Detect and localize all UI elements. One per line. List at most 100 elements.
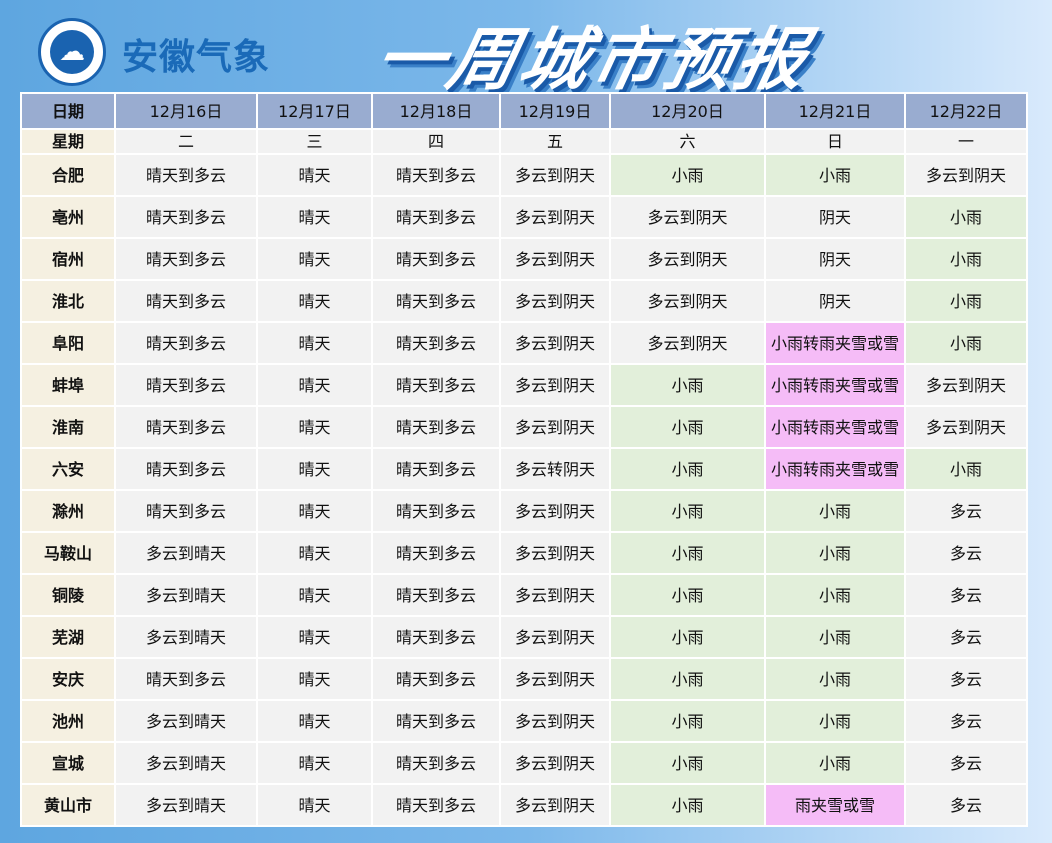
table-row: 六安 晴天到多云 晴天 晴天到多云 多云转阴天 小雨 小雨转雨夹雪或雪 小雨 bbox=[20, 447, 1028, 491]
forecast-cell: 晴天 bbox=[256, 237, 373, 281]
forecast-cell: 晴天到多云 bbox=[371, 783, 501, 827]
forecast-cell: 多云到阴天 bbox=[499, 741, 611, 785]
cloud-icon: ☁ bbox=[50, 30, 94, 74]
forecast-cell: 小雨 bbox=[904, 447, 1028, 491]
forecast-cell: 多云到阴天 bbox=[904, 153, 1028, 197]
date-header: 12月16日 bbox=[114, 92, 258, 130]
city-name: 马鞍山 bbox=[20, 531, 116, 575]
weekday-cell: 六 bbox=[609, 128, 766, 155]
forecast-cell: 晴天到多云 bbox=[371, 699, 501, 743]
forecast-cell: 多云转阴天 bbox=[499, 447, 611, 491]
date-header: 12月17日 bbox=[256, 92, 373, 130]
forecast-cell: 小雨 bbox=[764, 531, 906, 575]
weekday-label: 星期 bbox=[20, 128, 116, 155]
table-row: 亳州 晴天到多云 晴天 晴天到多云 多云到阴天 多云到阴天 阴天 小雨 bbox=[20, 195, 1028, 239]
forecast-cell: 多云到阴天 bbox=[499, 363, 611, 407]
forecast-cell: 多云到晴天 bbox=[114, 783, 258, 827]
weekday-cell: 五 bbox=[499, 128, 611, 155]
city-name: 合肥 bbox=[20, 153, 116, 197]
forecast-cell: 多云到阴天 bbox=[609, 279, 766, 323]
city-name: 阜阳 bbox=[20, 321, 116, 365]
date-header-row: 日期 12月16日 12月17日 12月18日 12月19日 12月20日 12月21日 12… bbox=[20, 92, 1028, 130]
forecast-cell: 小雨 bbox=[764, 615, 906, 659]
brand-name: 安徽气象 bbox=[122, 36, 271, 78]
forecast-cell: 小雨 bbox=[764, 489, 906, 533]
forecast-cell: 小雨 bbox=[764, 153, 906, 197]
weekday-cell: 一 bbox=[904, 128, 1028, 155]
forecast-cell: 多云到阴天 bbox=[499, 783, 611, 827]
table-row: 蚌埠 晴天到多云 晴天 晴天到多云 多云到阴天 小雨 小雨转雨夹雪或雪 多云到阴天 bbox=[20, 363, 1028, 407]
forecast-cell: 多云到晴天 bbox=[114, 531, 258, 575]
city-name: 蚌埠 bbox=[20, 363, 116, 407]
forecast-cell: 小雨 bbox=[904, 195, 1028, 239]
forecast-cell: 多云到阴天 bbox=[499, 153, 611, 197]
forecast-cell: 晴天 bbox=[256, 699, 373, 743]
forecast-cell: 晴天到多云 bbox=[371, 489, 501, 533]
city-name: 宿州 bbox=[20, 237, 116, 281]
city-name: 安庆 bbox=[20, 657, 116, 701]
forecast-cell: 多云 bbox=[904, 741, 1028, 785]
forecast-cell: 晴天到多云 bbox=[114, 279, 258, 323]
table-row: 合肥 晴天到多云 晴天 晴天到多云 多云到阴天 小雨 小雨 多云到阴天 bbox=[20, 153, 1028, 197]
forecast-cell: 多云到晴天 bbox=[114, 615, 258, 659]
forecast-cell: 雨夹雪或雪 bbox=[764, 783, 906, 827]
table-row: 阜阳 晴天到多云 晴天 晴天到多云 多云到阴天 多云到阴天 小雨转雨夹雪或雪 小雨 bbox=[20, 321, 1028, 365]
forecast-cell: 阴天 bbox=[764, 237, 906, 281]
forecast-cell: 小雨 bbox=[609, 615, 766, 659]
forecast-cell: 晴天到多云 bbox=[371, 741, 501, 785]
forecast-cell: 晴天到多云 bbox=[114, 363, 258, 407]
forecast-cell: 多云 bbox=[904, 615, 1028, 659]
forecast-cell: 小雨 bbox=[904, 237, 1028, 281]
table-row: 宿州 晴天到多云 晴天 晴天到多云 多云到阴天 多云到阴天 阴天 小雨 bbox=[20, 237, 1028, 281]
forecast-cell: 小雨 bbox=[609, 363, 766, 407]
forecast-cell: 晴天到多云 bbox=[114, 405, 258, 449]
forecast-cell: 小雨 bbox=[609, 153, 766, 197]
forecast-cell: 小雨 bbox=[609, 489, 766, 533]
forecast-cell: 晴天 bbox=[256, 531, 373, 575]
forecast-cell: 晴天到多云 bbox=[371, 195, 501, 239]
date-header: 12月20日 bbox=[609, 92, 766, 130]
forecast-cell: 小雨 bbox=[764, 657, 906, 701]
city-name: 黄山市 bbox=[20, 783, 116, 827]
city-name: 池州 bbox=[20, 699, 116, 743]
forecast-cell: 晴天到多云 bbox=[371, 657, 501, 701]
forecast-cell: 晴天 bbox=[256, 783, 373, 827]
weekday-cell: 日 bbox=[764, 128, 906, 155]
table-row: 滁州 晴天到多云 晴天 晴天到多云 多云到阴天 小雨 小雨 多云 bbox=[20, 489, 1028, 533]
forecast-cell: 晴天到多云 bbox=[114, 195, 258, 239]
table-row: 安庆 晴天到多云 晴天 晴天到多云 多云到阴天 小雨 小雨 多云 bbox=[20, 657, 1028, 701]
city-name: 六安 bbox=[20, 447, 116, 491]
forecast-cell: 晴天到多云 bbox=[114, 447, 258, 491]
forecast-cell: 多云到阴天 bbox=[609, 321, 766, 365]
forecast-cell: 小雨 bbox=[609, 531, 766, 575]
forecast-cell: 多云到阴天 bbox=[499, 405, 611, 449]
city-name: 淮北 bbox=[20, 279, 116, 323]
forecast-cell: 晴天 bbox=[256, 195, 373, 239]
forecast-cell: 小雨转雨夹雪或雪 bbox=[764, 447, 906, 491]
forecast-cell: 小雨转雨夹雪或雪 bbox=[764, 321, 906, 365]
table-row: 马鞍山 多云到晴天 晴天 晴天到多云 多云到阴天 小雨 小雨 多云 bbox=[20, 531, 1028, 575]
forecast-cell: 晴天到多云 bbox=[371, 363, 501, 407]
table-row: 池州 多云到晴天 晴天 晴天到多云 多云到阴天 小雨 小雨 多云 bbox=[20, 699, 1028, 743]
date-header: 12月21日 bbox=[764, 92, 906, 130]
forecast-cell: 晴天到多云 bbox=[371, 153, 501, 197]
forecast-cell: 晴天 bbox=[256, 615, 373, 659]
weekday-cell: 三 bbox=[256, 128, 373, 155]
forecast-cell: 小雨 bbox=[609, 657, 766, 701]
forecast-cell: 小雨 bbox=[609, 741, 766, 785]
city-name: 滁州 bbox=[20, 489, 116, 533]
forecast-cell: 多云到阴天 bbox=[499, 699, 611, 743]
forecast-cell: 多云 bbox=[904, 573, 1028, 617]
forecast-cell: 多云到阴天 bbox=[499, 237, 611, 281]
forecast-cell: 多云到晴天 bbox=[114, 573, 258, 617]
forecast-cell: 多云到阴天 bbox=[499, 531, 611, 575]
forecast-cell: 小雨 bbox=[609, 573, 766, 617]
forecast-cell: 多云 bbox=[904, 699, 1028, 743]
forecast-cell: 晴天到多云 bbox=[371, 531, 501, 575]
forecast-cell: 多云到阴天 bbox=[499, 657, 611, 701]
forecast-cell: 小雨 bbox=[609, 405, 766, 449]
forecast-cell: 晴天到多云 bbox=[371, 447, 501, 491]
forecast-cell: 小雨 bbox=[764, 741, 906, 785]
date-label: 日期 bbox=[20, 92, 116, 130]
forecast-cell: 阴天 bbox=[764, 195, 906, 239]
